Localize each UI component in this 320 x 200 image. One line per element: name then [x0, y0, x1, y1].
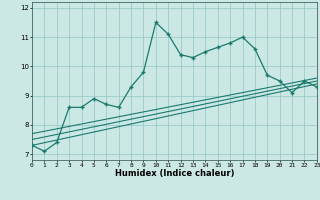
X-axis label: Humidex (Indice chaleur): Humidex (Indice chaleur)	[115, 169, 234, 178]
